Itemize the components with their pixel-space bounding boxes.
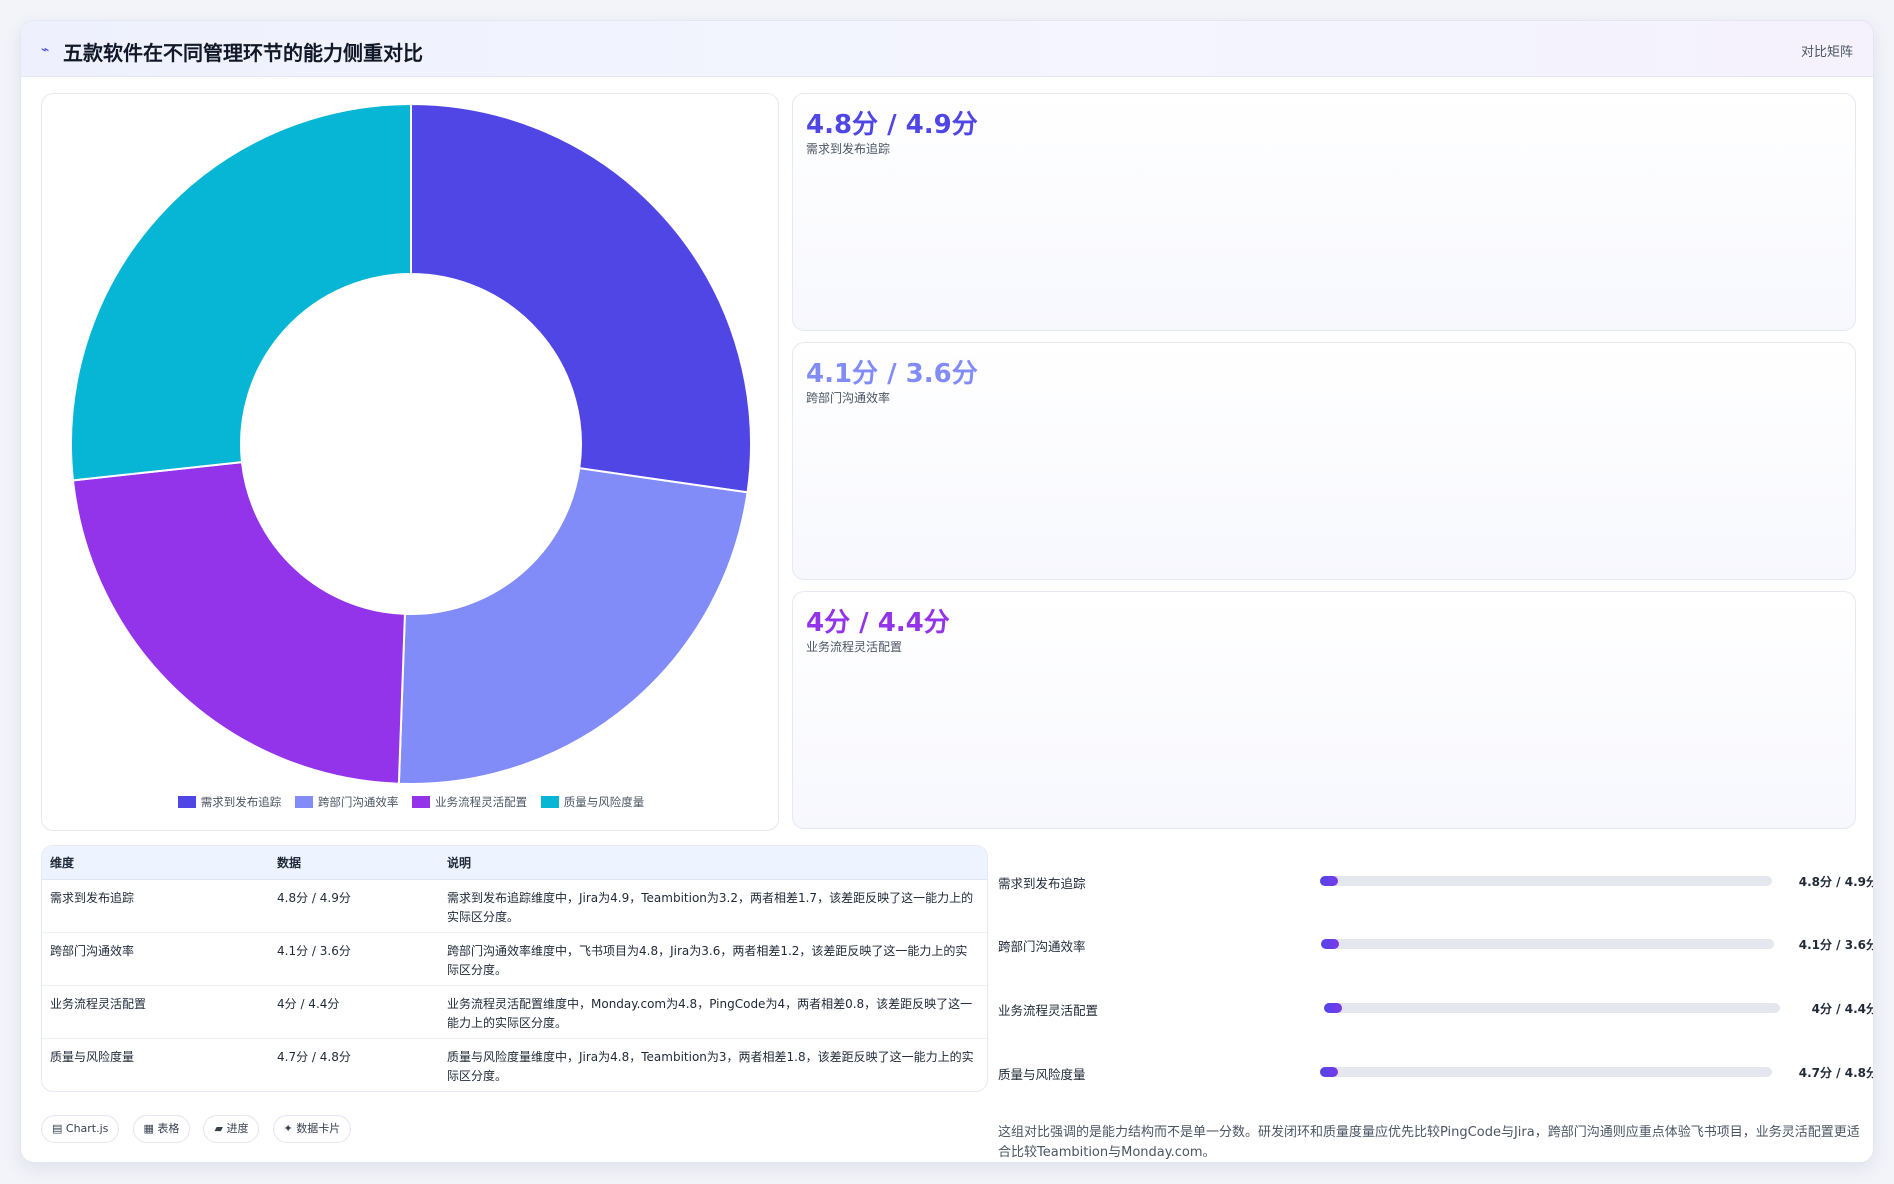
table-cell: 4.1分 / 3.6分 xyxy=(269,932,439,986)
table-row: 跨部门沟通效率 4.1分 / 3.6分 跨部门沟通效率维度中，飞书项目为4.8，… xyxy=(42,932,987,986)
table-cell: 质量与风险度量 xyxy=(50,1049,135,1064)
progress-label: 跨部门沟通效率 xyxy=(998,939,1086,954)
comparison-table: 维度 数据 说明 需求到发布追踪 4.8分 / 4.9分 需求到发布追踪维度中，… xyxy=(42,846,987,1091)
column-header: 维度 xyxy=(42,846,269,880)
column-header: 说明 xyxy=(439,846,987,880)
trend-icon: ⌁ xyxy=(41,42,50,58)
progress-label: 业务流程灵活配置 xyxy=(998,1003,1099,1018)
stat-value: 4.8分 / 4.9分 xyxy=(806,110,978,140)
matrix-link[interactable]: 对比矩阵 xyxy=(1800,45,1853,60)
donut-slice-1[interactable] xyxy=(410,102,752,494)
table-row: 质量与风险度量 4.7分 / 4.8分 质量与风险度量维度中，Jira为4.8，… xyxy=(42,1038,987,1091)
legend-item[interactable]: 跨部门沟通效率 xyxy=(294,794,399,810)
table-cell: 4.8分 / 4.9分 xyxy=(269,879,439,933)
table-row: 需求到发布追踪 4.8分 / 4.9分 需求到发布追踪维度中，Jira为4.9，… xyxy=(42,879,987,933)
tag-label: 表格 xyxy=(157,1122,180,1135)
table-cell: 业务流程灵活配置维度中，Monday.com为4.8，PingCode为4，两者… xyxy=(439,985,987,1039)
table-cell: 跨部门沟通效率维度中，飞书项目为4.8，Jira为3.6，两者相差1.2，该差距… xyxy=(439,932,987,986)
progress-label: 需求到发布追踪 xyxy=(998,876,1086,891)
table-cell: 业务流程灵活配置 xyxy=(42,985,269,1039)
progress-row: 跨部门沟通效率 4.1分 / 3.6分 xyxy=(998,932,1874,956)
progress-fill xyxy=(1320,876,1339,886)
legend-swatch xyxy=(177,796,196,808)
tag-progress[interactable]: ▰ 进度 xyxy=(203,1115,260,1143)
progress-label: 质量与风险度量 xyxy=(998,1067,1086,1082)
stat-value: 4分 / 4.4分 xyxy=(806,608,950,638)
donut-chart xyxy=(70,102,752,784)
progress-fill xyxy=(1324,1003,1343,1013)
stat-label: 业务流程灵活配置 xyxy=(806,640,903,654)
progress-value: 4.7分 / 4.8分 xyxy=(1798,1066,1874,1080)
table-icon: ▦ xyxy=(143,1122,158,1135)
progress-fill xyxy=(1321,939,1340,949)
progress-row: 质量与风险度量 4.7分 / 4.8分 xyxy=(998,1060,1874,1084)
stat-card: 4分 / 4.4分 业务流程灵活配置 xyxy=(792,591,1856,829)
table-row: 业务流程灵活配置 4分 / 4.4分 业务流程灵活配置维度中，Monday.co… xyxy=(42,985,987,1039)
donut-chart-card: 需求到发布追踪 跨部门沟通效率 业务流程灵活配置 质量与风险度量 xyxy=(41,93,779,831)
legend-item[interactable]: 质量与风险度量 xyxy=(540,794,645,810)
progress-fill xyxy=(1320,1067,1339,1077)
legend-item[interactable]: 需求到发布追踪 xyxy=(177,794,282,810)
tag-label: 进度 xyxy=(226,1122,249,1135)
progress-track xyxy=(1320,1067,1772,1077)
tag-data-card[interactable]: ✦ 数据卡片 xyxy=(272,1115,352,1143)
legend-item[interactable]: 业务流程灵活配置 xyxy=(412,794,527,810)
tag-label: 数据卡片 xyxy=(296,1122,341,1135)
progress-value: 4分 / 4.4分 xyxy=(1811,1002,1874,1016)
tag-table[interactable]: ▦ 表格 xyxy=(132,1115,191,1143)
header-bar: ⌁ 五款软件在不同管理环节的能力侧重对比 对比矩阵 xyxy=(21,21,1873,77)
table-cell: 需求到发布追踪维度中，Jira为4.9，Teambition为3.2，两者相差1… xyxy=(439,879,987,933)
stat-label: 需求到发布追踪 xyxy=(806,142,891,156)
stat-value: 4.1分 / 3.6分 xyxy=(806,359,978,389)
stat-card: 4.8分 / 4.9分 需求到发布追踪 xyxy=(792,93,1856,331)
feature-tags: ▤ Chart.js ▦ 表格 ▰ 进度 ✦ 数据卡片 xyxy=(41,1115,359,1143)
page-title: 五款软件在不同管理环节的能力侧重对比 xyxy=(63,41,423,65)
progress-track xyxy=(1321,939,1774,949)
table-cell: 4.7分 / 4.8分 xyxy=(277,1049,351,1064)
stat-label: 跨部门沟通效率 xyxy=(806,391,891,405)
donut-slice-4[interactable] xyxy=(70,102,412,482)
table-cell: 4分 / 4.4分 xyxy=(269,985,439,1039)
table-cell: 跨部门沟通效率 xyxy=(42,932,269,986)
summary-note: 这组对比强调的是能力结构而不是单一分数。研发闭环和质量度量应优先比较PingCo… xyxy=(998,1125,1860,1160)
dashboard-panel: ⌁ 五款软件在不同管理环节的能力侧重对比 对比矩阵 需求到发布追踪 跨部门沟通效… xyxy=(20,20,1874,1163)
chart-icon: ▤ xyxy=(52,1122,66,1135)
comparison-table-card: 维度 数据 说明 需求到发布追踪 4.8分 / 4.9分 需求到发布追踪维度中，… xyxy=(41,845,988,1092)
progress-track xyxy=(1324,1003,1780,1013)
legend-swatch xyxy=(294,796,313,808)
legend-label: 跨部门沟通效率 xyxy=(317,795,399,809)
progress-row: 需求到发布追踪 4.8分 / 4.9分 xyxy=(998,869,1874,893)
table-cell: 需求到发布追踪 xyxy=(42,879,269,933)
progress-value: 4.8分 / 4.9分 xyxy=(1798,875,1874,889)
progress-track xyxy=(1320,876,1772,886)
donut-slice-3[interactable] xyxy=(71,461,406,784)
legend-swatch xyxy=(540,796,559,808)
progress-row: 业务流程灵活配置 4分 / 4.4分 xyxy=(998,996,1874,1020)
tag-chartjs[interactable]: ▤ Chart.js xyxy=(41,1115,120,1143)
table-header-row: 维度 数据 说明 xyxy=(42,846,987,880)
progress-icon: ▰ xyxy=(214,1122,227,1135)
donut-slice-2[interactable] xyxy=(397,467,749,784)
table-cell: 质量与风险度量维度中，Jira为4.8，Teambition为3，两者相差1.8… xyxy=(447,1049,974,1083)
stat-card: 4.1分 / 3.6分 跨部门沟通效率 xyxy=(792,342,1856,580)
chart-legend: 需求到发布追踪 跨部门沟通效率 业务流程灵活配置 质量与风险度量 xyxy=(42,794,780,810)
tag-label: Chart.js xyxy=(65,1122,109,1135)
progress-value: 4.1分 / 3.6分 xyxy=(1798,938,1874,952)
column-header: 数据 xyxy=(269,846,439,880)
card-icon: ✦ xyxy=(283,1122,297,1135)
legend-label: 业务流程灵活配置 xyxy=(435,795,528,809)
legend-label: 质量与风险度量 xyxy=(563,795,645,809)
legend-swatch xyxy=(412,796,431,808)
legend-label: 需求到发布追踪 xyxy=(200,795,282,809)
